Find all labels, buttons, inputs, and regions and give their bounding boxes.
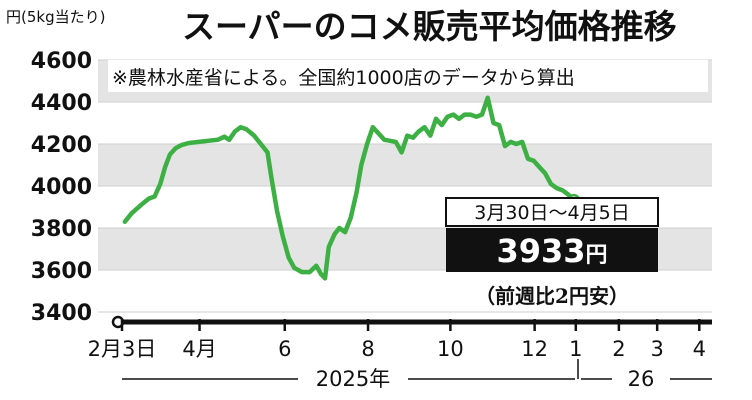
x-tick-label: 10	[437, 337, 464, 361]
y-tick-label: 4400	[31, 91, 92, 116]
y-tick-label: 4200	[31, 133, 92, 158]
year-label-2025: 2025年	[316, 367, 390, 391]
x-tick-label: 4	[693, 337, 706, 361]
grid-band	[98, 144, 712, 186]
callout-price: 3933	[496, 232, 585, 270]
x-tick-label: 1	[569, 337, 582, 361]
x-tick-label: 12	[521, 337, 548, 361]
x-tick-label: 3	[650, 337, 663, 361]
callout-price-text: 3933円	[496, 232, 607, 270]
price-line	[122, 95, 577, 281]
x-tick-label: 8	[361, 337, 374, 361]
x-tick-label: 2	[612, 337, 625, 361]
callout-price-unit: 円	[586, 243, 608, 268]
callout-change: （前週比2円安）	[475, 284, 629, 308]
year-label-26: 26	[628, 367, 655, 391]
price-box	[446, 228, 658, 272]
unit-label: 円(5kg当たり)	[6, 8, 105, 26]
x-axis-ticks: 2月3日 4月 6 8 10 12 1 2 3 4	[88, 319, 706, 361]
x-tick-label: 2月3日	[88, 337, 157, 361]
period-box	[445, 197, 659, 227]
y-axis-ticks: 3400 3600 3800 4000 4200 4400 4600	[31, 49, 92, 326]
y-tick-label: 4000	[31, 175, 92, 200]
y-tick-label: 3800	[31, 217, 92, 242]
note-background	[108, 60, 708, 92]
chart-title: スーパーのコメ販売平均価格推移	[182, 7, 677, 46]
x-tick-label: 4月	[182, 337, 216, 361]
y-tick-label: 3600	[31, 259, 92, 284]
grid-bands	[98, 59, 712, 313]
x-tick-label: 6	[278, 337, 291, 361]
callout-period: 3月30日～4月5日	[474, 202, 629, 224]
source-note: ※農林水産省による。全国約1000店のデータから算出	[112, 67, 575, 89]
y-tick-label: 4600	[31, 49, 92, 74]
y-tick-label: 3400	[31, 301, 92, 326]
